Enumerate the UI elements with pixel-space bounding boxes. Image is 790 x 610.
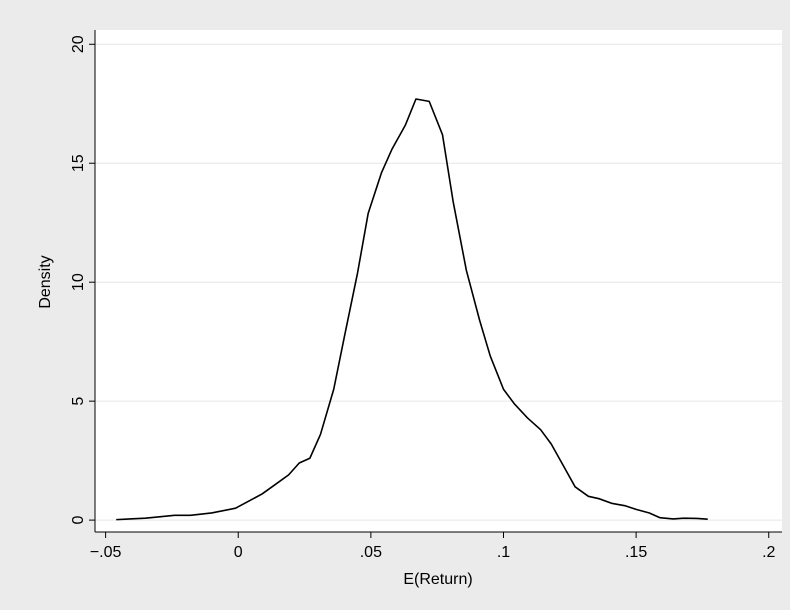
- x-tick-label: .2: [762, 544, 775, 561]
- y-tick-label: 5: [70, 397, 87, 406]
- y-tick-label: 20: [70, 35, 87, 53]
- x-tick-label: 0: [234, 544, 243, 561]
- ticks: 0 5 10 15 20 −.05 0 .05 .1 .15 .2: [70, 35, 776, 561]
- y-tick-label: 0: [70, 516, 87, 525]
- marks: [116, 98, 708, 521]
- x-tick-label: .1: [497, 544, 510, 561]
- plot-area: [95, 30, 782, 532]
- x-tick-label: .05: [360, 544, 382, 561]
- y-tick-label: 15: [70, 154, 87, 172]
- x-tick-label: .15: [625, 544, 647, 561]
- y-tick-label: 10: [70, 273, 87, 291]
- grid: [95, 43, 782, 521]
- y-axis-title: Density: [37, 255, 54, 308]
- x-tick-label: −.05: [90, 544, 122, 561]
- density-line: [116, 98, 708, 521]
- x-axis-title: E(Return): [403, 571, 472, 588]
